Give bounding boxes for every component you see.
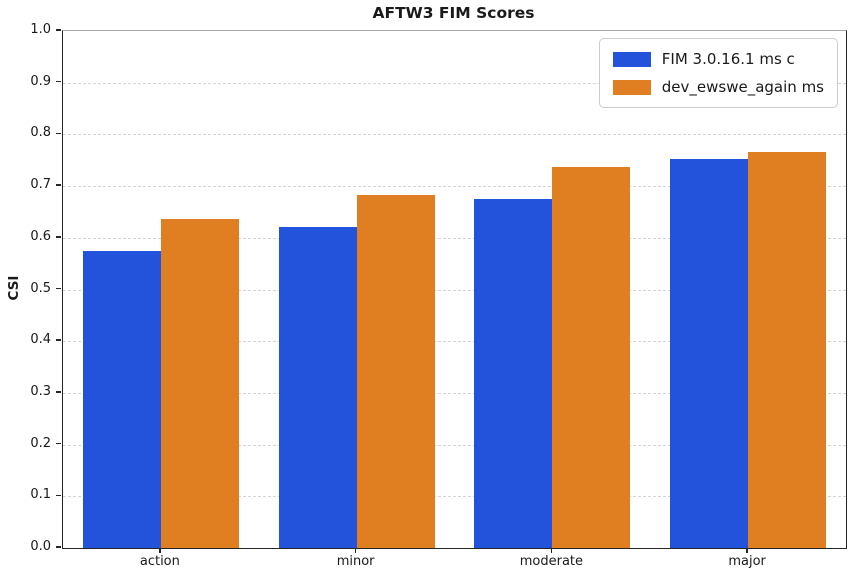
y-tick-label-0.1: 0.1 xyxy=(30,487,51,503)
legend-label: dev_ewswe_again ms xyxy=(661,78,824,96)
chart-title: AFTW3 FIM Scores xyxy=(372,4,535,22)
x-tick-mark-action xyxy=(159,548,161,553)
x-tick-label-major: major xyxy=(728,554,766,569)
legend-entry-0: FIM 3.0.16.1 ms c xyxy=(612,50,824,68)
y-tick-mark-0.7 xyxy=(56,184,61,186)
y-tick-mark-0.9 xyxy=(56,80,61,83)
y-axis-ticks: 0.0 0.1 0.2 0.3 0.4 0.5 0.6 0.7 0.8 0.9 1.0 xyxy=(0,22,62,554)
x-tick-mark-major xyxy=(746,548,748,553)
gridline-0.9 xyxy=(63,82,846,84)
y-tick-label-0.9: 0.9 xyxy=(30,73,51,89)
y-tick-mark-0.1 xyxy=(56,494,61,497)
gridline-0.3 xyxy=(63,392,846,394)
x-tick-mark-minor xyxy=(354,548,357,553)
y-tick-mark-1.0 xyxy=(56,29,61,31)
bar-series1-moderate xyxy=(552,167,630,548)
gridline-0.4 xyxy=(63,341,846,343)
legend-swatch-icon xyxy=(612,51,651,67)
y-tick-label-0.7: 0.7 xyxy=(30,177,51,193)
gridline-0.6 xyxy=(63,237,846,239)
x-tick-label-action: action xyxy=(139,554,180,569)
gridline-0.2 xyxy=(63,444,846,446)
bar-series0-major xyxy=(670,158,748,548)
y-tick-mark-0.8 xyxy=(56,132,61,135)
y-tick-mark-0.0 xyxy=(56,546,61,548)
legend-entry-1: dev_ewswe_again ms xyxy=(612,78,824,96)
x-tick-mark-moderate xyxy=(550,548,553,553)
legend-label: FIM 3.0.16.1 ms c xyxy=(661,50,795,68)
bar-series0-moderate xyxy=(474,198,552,548)
y-tick-mark-0.4 xyxy=(56,339,61,341)
plot-area xyxy=(62,30,847,549)
x-tick-label-moderate: moderate xyxy=(519,554,584,569)
bar-series1-major xyxy=(748,152,826,548)
legend-swatch-icon xyxy=(612,79,651,95)
bar-series0-minor xyxy=(279,226,357,548)
y-tick-mark-0.2 xyxy=(56,442,61,445)
y-tick-label-0.6: 0.6 xyxy=(30,228,51,244)
bar-series0-action xyxy=(83,250,161,548)
y-tick-label-0.2: 0.2 xyxy=(30,435,51,451)
x-axis-ticks: action minor moderate major xyxy=(62,548,845,578)
y-tick-label-0.3: 0.3 xyxy=(30,383,51,399)
y-tick-label-0.0: 0.0 xyxy=(30,539,51,554)
legend: FIM 3.0.16.1 ms c dev_ewswe_again ms xyxy=(598,38,838,108)
gridline-0.7 xyxy=(63,186,846,188)
y-tick-mark-0.3 xyxy=(56,391,61,393)
y-tick-label-0.5: 0.5 xyxy=(30,280,51,296)
y-tick-label-0.8: 0.8 xyxy=(30,125,51,141)
gridline-0.1 xyxy=(63,496,846,498)
y-tick-label-0.4: 0.4 xyxy=(30,332,51,348)
y-tick-mark-0.5 xyxy=(56,287,61,290)
gridline-0.8 xyxy=(63,134,846,136)
gridline-0.5 xyxy=(63,289,846,291)
x-tick-label-minor: minor xyxy=(336,554,375,569)
bar-series1-minor xyxy=(357,195,435,548)
y-tick-mark-0.6 xyxy=(56,236,61,238)
bar-series1-action xyxy=(161,219,239,548)
y-tick-label-1.0: 1.0 xyxy=(30,22,51,37)
